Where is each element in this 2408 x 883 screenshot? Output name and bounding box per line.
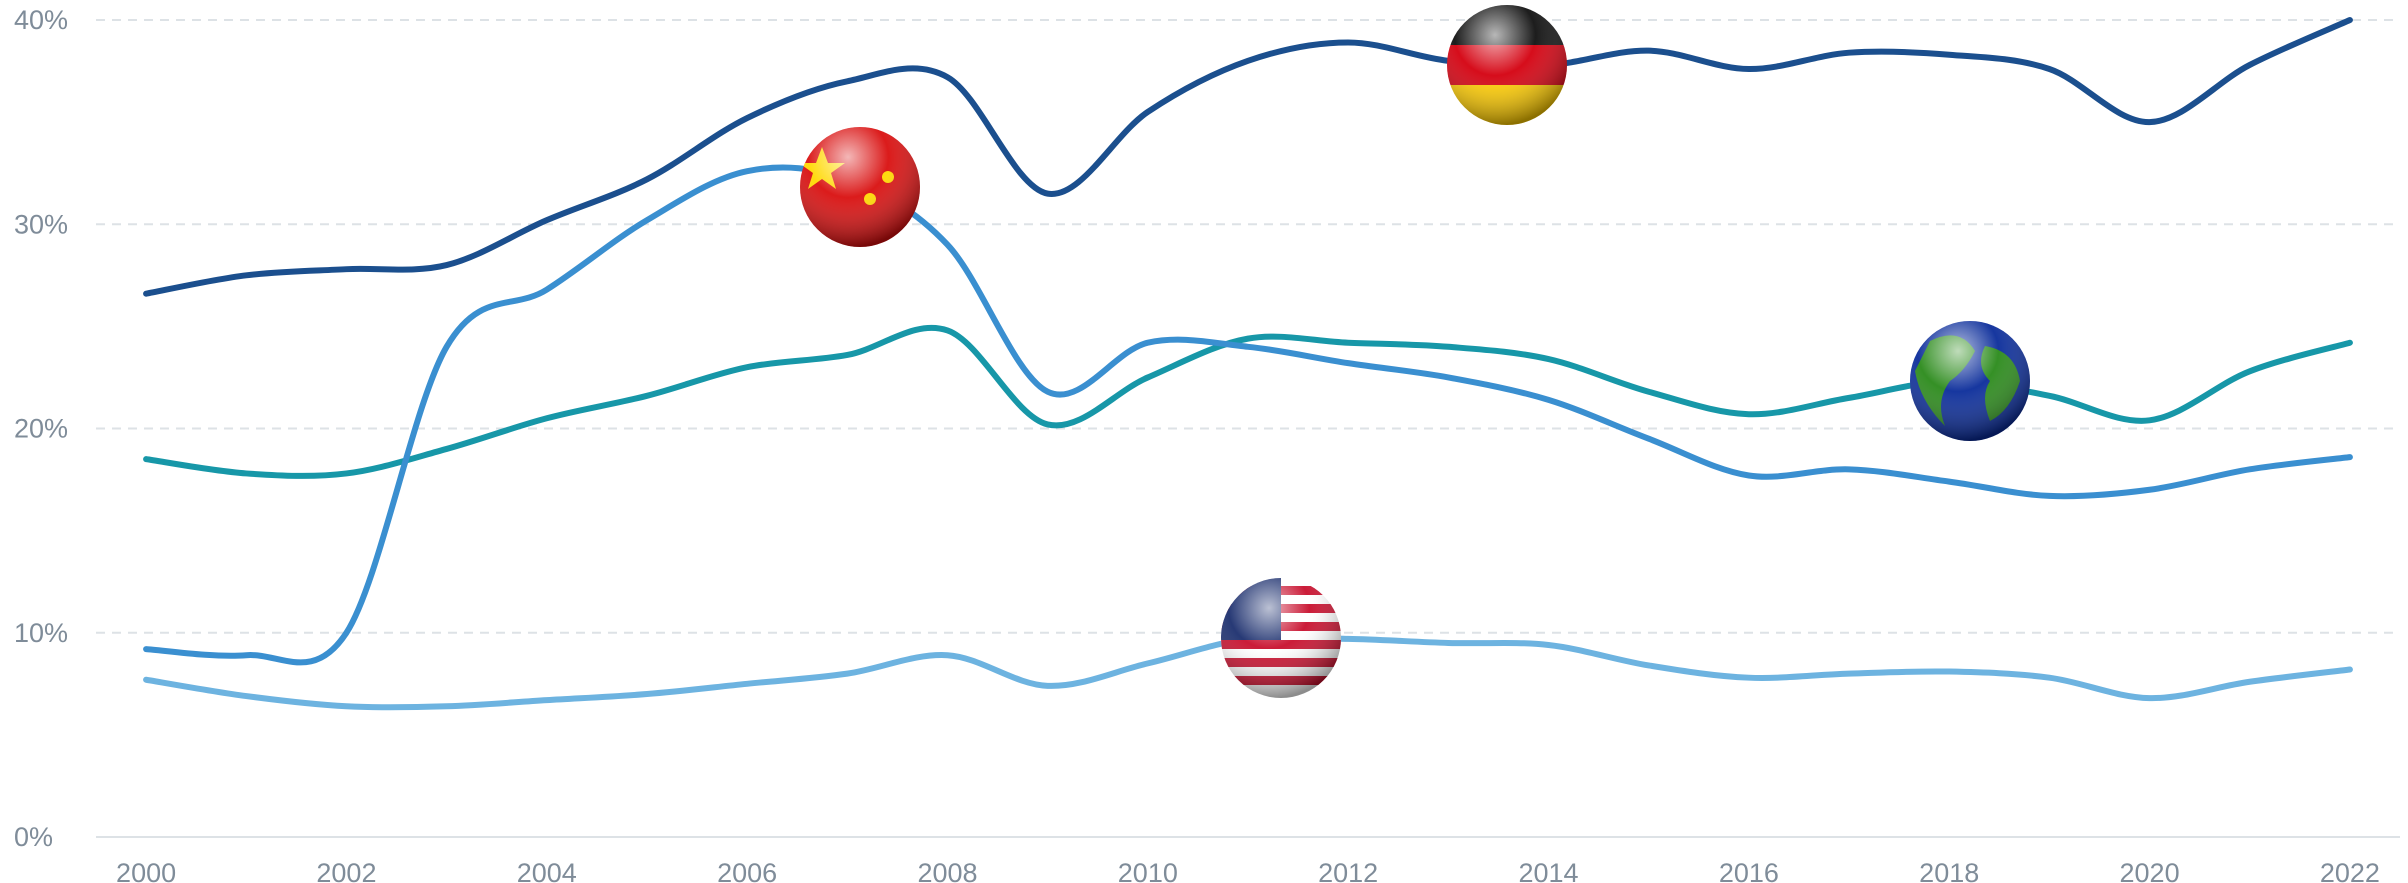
x-tick-label: 2016 [1719,858,1779,883]
plot: 0% 10% 20% 30% 40% 2000 2002 2004 2006 2008 2010 20… [14,5,2400,883]
x-tick-label: 2000 [116,858,176,883]
line-series [143,164,2353,666]
x-tick-label: 2014 [1518,858,1578,883]
x-tick-label: 2012 [1318,858,1378,883]
x-tick-label: 2020 [2120,858,2180,883]
x-tick-label: 2002 [316,858,376,883]
x-tick-label: 2004 [517,858,577,883]
world-globe-icon [1910,321,2030,441]
x-tick-label: 2018 [1919,858,1979,883]
y-tick-label: 10% [14,618,68,648]
germany-flag-icon [1447,5,1567,125]
y-tick-label: 0% [14,822,53,852]
line-series [143,17,2353,297]
x-tick-label: 2008 [917,858,977,883]
x-tick-label: 2010 [1118,858,1178,883]
x-tick-label: 2006 [717,858,777,883]
y-tick-label: 20% [14,414,68,444]
usa-flag-icon [1221,578,1341,698]
y-tick-label: 40% [14,5,68,35]
x-tick-label: 2022 [2320,858,2380,883]
china-flag-icon [800,127,920,247]
y-tick-label: 30% [14,209,68,239]
